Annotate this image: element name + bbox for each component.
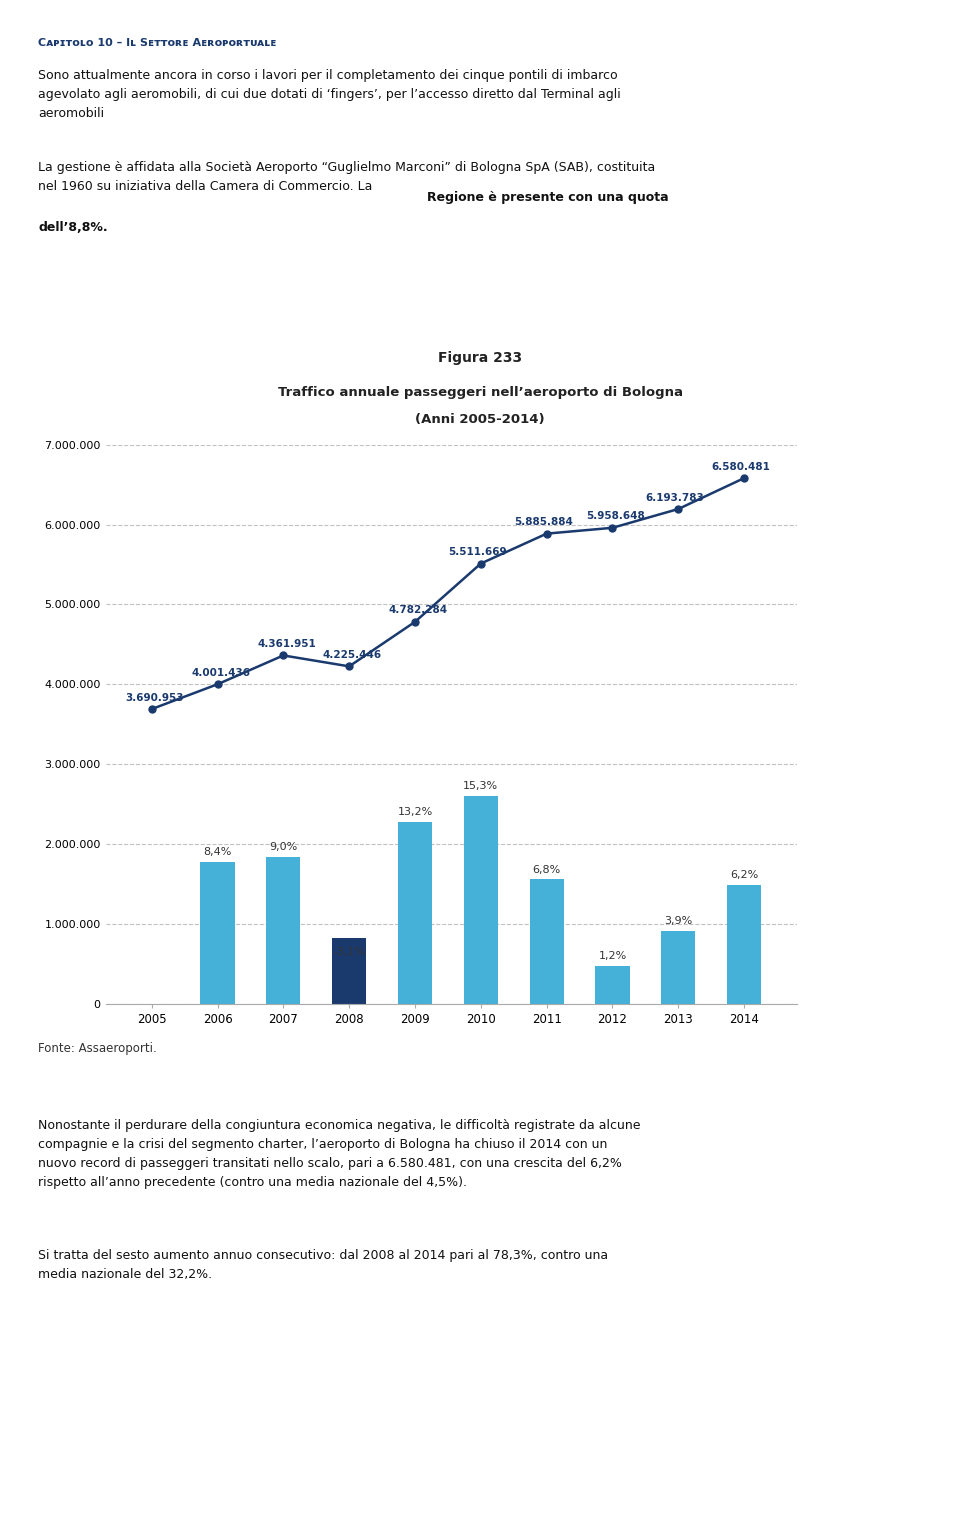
Text: 354: 354 — [45, 1496, 75, 1512]
Text: 8,4%: 8,4% — [204, 848, 231, 857]
Bar — [661, 931, 695, 1004]
Text: 6,2%: 6,2% — [730, 871, 758, 880]
Text: dell’8,8%.: dell’8,8%. — [38, 221, 108, 233]
Text: 9,0%: 9,0% — [269, 842, 298, 852]
Bar — [530, 880, 564, 1004]
Text: Cᴀᴘɪᴛᴏʟᴏ 10 – Iʟ Sᴇᴛᴛᴏʀᴇ Aᴇʀᴏᴘᴏʀᴛᴜᴀʟᴇ: Cᴀᴘɪᴛᴏʟᴏ 10 – Iʟ Sᴇᴛᴛᴏʀᴇ Aᴇʀᴏᴘᴏʀᴛᴜᴀʟᴇ — [38, 38, 276, 49]
Bar — [201, 862, 234, 1004]
Text: 4.782.284: 4.782.284 — [389, 606, 448, 615]
Text: Fonte: Assaeroporti.: Fonte: Assaeroporti. — [38, 1042, 157, 1055]
Text: 6,8%: 6,8% — [533, 865, 561, 875]
Text: (Anni 2005-2014): (Anni 2005-2014) — [415, 414, 545, 426]
Text: 15,3%: 15,3% — [464, 782, 498, 791]
Text: 5.885.884: 5.885.884 — [514, 517, 573, 527]
Text: Si tratta del sesto aumento annuo consecutivo: dal 2008 al 2014 pari al 78,3%, c: Si tratta del sesto aumento annuo consec… — [38, 1249, 609, 1282]
Bar — [332, 938, 367, 1004]
Text: -3,1%: -3,1% — [333, 947, 365, 958]
Polygon shape — [527, 386, 749, 1047]
Text: 6.193.783: 6.193.783 — [646, 492, 705, 503]
Text: 3,9%: 3,9% — [664, 915, 692, 926]
Text: Traffico annuale passeggeri nell’aeroporto di Bologna: Traffico annuale passeggeri nell’aeropor… — [277, 386, 683, 399]
Text: 13,2%: 13,2% — [397, 806, 433, 817]
Bar — [464, 796, 498, 1004]
Text: Nonostante il perdurare della congiuntura economica negativa, le difficoltà regi: Nonostante il perdurare della congiuntur… — [38, 1119, 641, 1190]
Text: 3.690.953: 3.690.953 — [126, 693, 184, 702]
Text: 6.580.481: 6.580.481 — [711, 461, 770, 472]
Text: 5.511.669: 5.511.669 — [448, 547, 507, 556]
Text: 1,2%: 1,2% — [598, 950, 627, 961]
Text: Sono attualmente ancora in corso i lavori per il completamento dei cinque pontil: Sono attualmente ancora in corso i lavor… — [38, 69, 621, 120]
Text: 4.361.951: 4.361.951 — [257, 639, 316, 648]
Text: 4.001.436: 4.001.436 — [191, 668, 251, 678]
Text: La gestione è affidata alla Società Aeroporto “Guglielmo Marconi” di Bologna SpA: La gestione è affidata alla Società Aero… — [38, 161, 656, 193]
Text: 5.958.648: 5.958.648 — [587, 512, 645, 521]
Bar — [727, 885, 761, 1004]
Bar — [397, 822, 432, 1004]
Bar — [595, 966, 630, 1004]
Text: Figura 233: Figura 233 — [438, 351, 522, 365]
Bar — [266, 857, 300, 1004]
Text: Regione è presente con una quota: Regione è presente con una quota — [427, 190, 669, 204]
Text: 4.225.446: 4.225.446 — [323, 650, 382, 661]
